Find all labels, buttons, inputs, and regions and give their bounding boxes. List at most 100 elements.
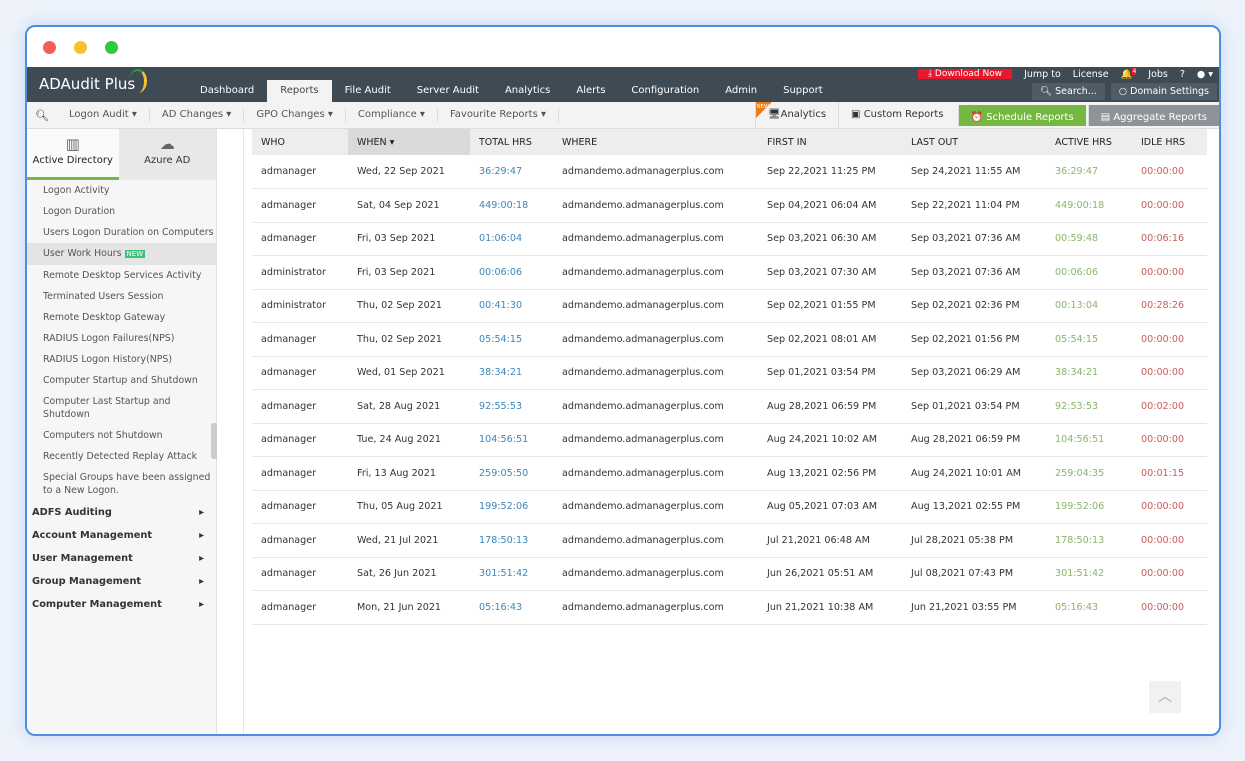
- tab-azure-ad[interactable]: ☁ Azure AD: [118, 129, 216, 180]
- tab-support[interactable]: Support: [783, 85, 823, 96]
- cell-first-in: Sep 01,2021 03:54 PM: [758, 356, 902, 390]
- tab-file-audit[interactable]: File Audit: [344, 85, 391, 96]
- cell-total-hrs[interactable]: 00:06:06: [470, 255, 553, 290]
- minimize-window-button[interactable]: [74, 40, 87, 54]
- sidebar-item-label: Special Groups have been assigned to a N…: [43, 472, 211, 496]
- column-header-first-in[interactable]: FIRST IN: [758, 129, 902, 155]
- cell-total-hrs[interactable]: 449:00:18: [470, 188, 553, 223]
- sidebar-item[interactable]: User Work Hours NEW: [27, 243, 216, 265]
- new-badge: NEW: [124, 250, 146, 258]
- column-header-where[interactable]: WHERE: [553, 129, 758, 155]
- cell-total-hrs[interactable]: 05:16:43: [470, 590, 553, 625]
- search-button[interactable]: 🔍︎ Search...: [1032, 83, 1105, 100]
- sidebar-item-label: Remote Desktop Services Activity: [43, 270, 202, 281]
- header-label: TOTAL HRS: [479, 136, 532, 148]
- cell-last-out: Sep 02,2021 02:36 PM: [902, 289, 1046, 323]
- scroll-to-top-button[interactable]: ︿: [1149, 681, 1181, 713]
- sidebar-item-label: Remote Desktop Gateway: [43, 312, 166, 323]
- sidebar-collapse-handle[interactable]: [211, 423, 217, 459]
- sidebar-item[interactable]: Terminated Users Session: [27, 286, 216, 307]
- sidebar-group[interactable]: Account Management ▸: [27, 524, 216, 547]
- table-row: admanager Fri, 03 Sep 2021 01:06:04 admande…: [252, 222, 1207, 256]
- sidebar-item[interactable]: RADIUS Logon History(NPS): [27, 349, 216, 370]
- cell-total-hrs[interactable]: 36:29:47: [470, 155, 553, 189]
- menu-ad-changes[interactable]: AD Changes ▾: [150, 108, 245, 122]
- column-header-active-hrs[interactable]: ACTIVE HRS: [1046, 129, 1132, 155]
- menu-gpo-changes[interactable]: GPO Changes ▾: [244, 108, 346, 122]
- maximize-window-button[interactable]: [105, 40, 118, 54]
- cell-total-hrs[interactable]: 178:50:13: [470, 523, 553, 558]
- column-header-idle-hrs[interactable]: IDLE HRS: [1132, 129, 1207, 155]
- sidebar-item[interactable]: Special Groups have been assigned to a N…: [27, 467, 216, 501]
- analytics-button[interactable]: NEW 🖥Analytics: [754, 102, 838, 129]
- cell-idle-hrs: 00:00:00: [1132, 557, 1207, 591]
- tab-analytics[interactable]: Analytics: [504, 85, 551, 96]
- sidebar-item[interactable]: Computers not Shutdown: [27, 425, 216, 446]
- schedule-reports-button[interactable]: ⏰ Schedule Reports: [957, 105, 1086, 126]
- chevron-down-icon: ▾: [324, 109, 333, 120]
- sidebar-item[interactable]: Computer Last Startup and Shutdown: [27, 391, 216, 425]
- license-link[interactable]: License: [1072, 68, 1109, 80]
- aggregate-reports-button[interactable]: ▤ Aggregate Reports: [1087, 105, 1219, 126]
- sidebar-item[interactable]: RADIUS Logon Failures(NPS): [27, 328, 216, 349]
- cell-total-hrs[interactable]: 104:56:51: [470, 423, 553, 457]
- cell-total-hrs[interactable]: 199:52:06: [470, 490, 553, 524]
- cell-total-hrs[interactable]: 01:06:04: [470, 222, 553, 256]
- table-row: admanager Sat, 28 Aug 2021 92:55:53 admande…: [252, 389, 1207, 424]
- close-window-button[interactable]: [43, 40, 56, 54]
- help-icon[interactable]: ?: [1179, 68, 1185, 80]
- column-header-who[interactable]: WHO: [252, 129, 348, 155]
- tab-admin[interactable]: Admin: [725, 85, 758, 96]
- cell-total-hrs[interactable]: 259:05:50: [470, 456, 553, 491]
- cell-total-hrs[interactable]: 92:55:53: [470, 389, 553, 424]
- tab-dashboard[interactable]: Dashboard: [200, 85, 255, 96]
- sidebar-item[interactable]: Users Logon Duration on Computers: [27, 222, 216, 243]
- cell-first-in: Sep 22,2021 11:25 PM: [758, 155, 902, 189]
- sidebar-item[interactable]: Logon Duration: [27, 201, 216, 222]
- sidebar-item[interactable]: Remote Desktop Gateway: [27, 307, 216, 328]
- app-logo[interactable]: ADAudit Plus: [39, 69, 148, 93]
- sidebar-group[interactable]: Computer Management ▸: [27, 593, 216, 616]
- jobs-link[interactable]: Jobs: [1148, 68, 1168, 80]
- report-search-icon[interactable]: 🔍︎: [35, 108, 49, 122]
- menu-favourite-reports[interactable]: Favourite Reports ▾: [438, 108, 559, 122]
- sidebar-group[interactable]: Group Management ▸: [27, 570, 216, 593]
- tab-configuration[interactable]: Configuration: [631, 85, 700, 96]
- menu-compliance[interactable]: Compliance ▾: [346, 108, 438, 122]
- jump-to-link[interactable]: Jump to: [1024, 68, 1061, 80]
- sidebar-item[interactable]: Remote Desktop Services Activity: [27, 265, 216, 286]
- sidebar-group[interactable]: ADFS Auditing ▸: [27, 501, 216, 524]
- custom-reports-button[interactable]: ▣ Custom Reports: [838, 102, 956, 129]
- sidebar-item[interactable]: Recently Detected Replay Attack: [27, 446, 216, 467]
- header-label: WHO: [261, 136, 286, 148]
- sidebar-group[interactable]: User Management ▸: [27, 547, 216, 570]
- download-now-button[interactable]: ⤓ Download Now: [918, 69, 1013, 79]
- cell-total-hrs[interactable]: 05:54:15: [470, 322, 553, 357]
- notifications-bell-icon[interactable]: 🔔4: [1120, 67, 1137, 81]
- column-header-total-hrs[interactable]: TOTAL HRS: [470, 129, 553, 155]
- cell-last-out: Aug 24,2021 10:01 AM: [902, 456, 1046, 491]
- tab-reports[interactable]: Reports: [267, 80, 332, 102]
- menu-logon-audit[interactable]: Logon Audit ▾: [57, 108, 150, 122]
- column-header-when[interactable]: WHEN ▾: [348, 129, 470, 155]
- cell-idle-hrs: 00:00:00: [1132, 356, 1207, 390]
- sidebar-item[interactable]: Computer Startup and Shutdown: [27, 370, 216, 391]
- new-corner-badge: [755, 102, 772, 118]
- cell-total-hrs[interactable]: 00:41:30: [470, 289, 553, 323]
- cell-total-hrs[interactable]: 301:51:42: [470, 557, 553, 591]
- cell-who: admanager: [252, 423, 348, 457]
- tab-active-directory[interactable]: ▥ Active Directory: [27, 129, 119, 180]
- cell-total-hrs[interactable]: 38:34:21: [470, 356, 553, 390]
- user-avatar-icon[interactable]: ● ▾: [1196, 68, 1213, 80]
- tab-alerts[interactable]: Alerts: [576, 85, 606, 96]
- cell-where: admandemo.admanagerplus.com: [553, 523, 758, 558]
- cell-idle-hrs: 00:00:00: [1132, 590, 1207, 625]
- cell-where: admandemo.admanagerplus.com: [553, 188, 758, 223]
- column-header-last-out[interactable]: LAST OUT: [902, 129, 1046, 155]
- domain-settings-button[interactable]: ○ Domain Settings: [1110, 83, 1217, 100]
- cell-idle-hrs: 00:00:00: [1132, 322, 1207, 357]
- table-row: admanager Fri, 13 Aug 2021 259:05:50 admand…: [252, 456, 1207, 491]
- tab-server-audit[interactable]: Server Audit: [416, 85, 479, 96]
- sidebar-item[interactable]: Logon Activity: [27, 180, 216, 201]
- report-panel: WHO WHEN ▾ TOTAL HRS WHERE FIRST IN LAST OUT A…: [243, 129, 1211, 734]
